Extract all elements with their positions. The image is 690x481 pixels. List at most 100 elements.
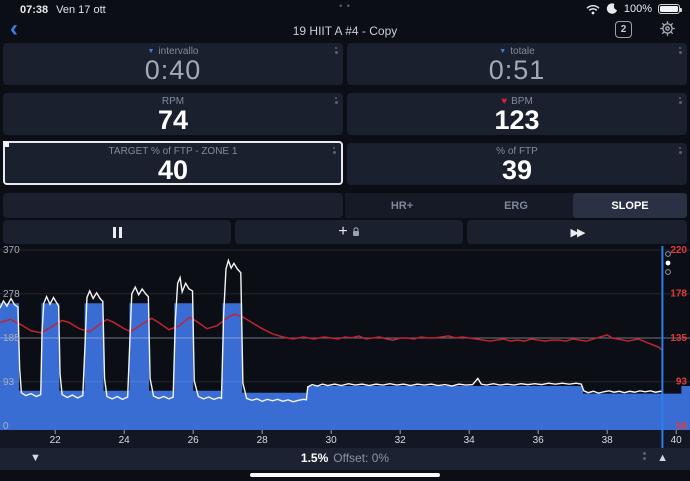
tile-percent-ftp[interactable]: % of FTP 39: [347, 143, 687, 185]
target-ftp-value: 40: [157, 155, 189, 185]
tile-cadence-label-row: RPM: [3, 96, 343, 107]
power-line: [0, 258, 663, 403]
empty-tile[interactable]: [3, 193, 343, 218]
plus-icon: +: [338, 223, 348, 240]
tile-interval-time[interactable]: ▼ intervallo 0:40: [3, 43, 343, 85]
hr-axis-label: 135: [670, 333, 687, 344]
power-axis-label: 93: [3, 377, 15, 388]
back-button[interactable]: ‹: [10, 15, 18, 42]
tile-cadence[interactable]: RPM 74: [3, 93, 343, 135]
trainer-mode-switcher: HR+ ERG SLOPE: [345, 193, 687, 218]
x-tick-label: 36: [533, 435, 545, 446]
battery-percent: 100%: [623, 3, 652, 15]
percent-ftp-value: 39: [501, 155, 533, 185]
tile-label: intervallo: [158, 46, 199, 57]
mode-erg-button[interactable]: ERG: [459, 193, 573, 218]
tile-interval-label-row: ▼ intervallo: [3, 46, 343, 57]
x-tick-label: 40: [671, 435, 683, 446]
x-tick-label: 38: [602, 435, 614, 446]
heart-rate-value: 123: [494, 105, 540, 135]
heart-icon: ♥: [501, 96, 508, 107]
page-dot: [665, 251, 671, 257]
x-tick-label: 28: [257, 435, 269, 446]
tile-label: TARGET % of FTP - ZONE 1: [108, 146, 238, 157]
power-axis-label: 278: [3, 289, 20, 300]
hr-axis-label: 178: [670, 288, 687, 299]
mode-slope-button[interactable]: SLOPE: [573, 193, 687, 218]
tile-handle-icon[interactable]: [679, 147, 682, 154]
power-axis-label: 370: [3, 246, 20, 256]
hr-axis-label: 220: [670, 246, 687, 256]
slope-value: 1.5%: [300, 451, 329, 465]
profile-area: [0, 303, 690, 430]
battery-icon: [658, 4, 682, 14]
gear-icon: [660, 21, 675, 36]
tile-total-label-row: ▼ totale: [347, 46, 687, 57]
increase-slope-button[interactable]: ▲: [657, 452, 668, 464]
tile-label: % of FTP: [496, 146, 538, 157]
x-tick-label: 32: [395, 435, 407, 446]
page-dot: [665, 269, 671, 275]
tile-hr-label-row: ♥ BPM: [347, 96, 687, 107]
offset-value: Offset: 0%: [333, 451, 390, 465]
status-time-date: 07:38 Ven 17 ott: [20, 4, 106, 16]
pause-button[interactable]: [3, 220, 231, 244]
tile-handle-icon[interactable]: [333, 147, 336, 154]
add-interval-button[interactable]: +: [235, 220, 463, 244]
hr-axis-label: 93: [676, 376, 688, 387]
home-strip: [0, 470, 690, 481]
collapse-triangle-icon: ▼: [147, 48, 155, 55]
nav-bar: ‹ 19 HIIT A #4 - Copy 2: [0, 15, 690, 42]
multitask-dots-icon[interactable]: • •: [339, 1, 351, 11]
wifi-icon: [586, 4, 600, 14]
workout-chart[interactable]: 22 24 26 28 30 32 34 36 38 40 0 93 185 278 370 50 93 135 1…: [0, 245, 690, 448]
x-tick-label: 26: [188, 435, 200, 446]
skip-forward-icon: ▶▶: [570, 226, 586, 239]
settings-button[interactable]: [659, 20, 676, 42]
tile-label: totale: [510, 46, 535, 57]
tile-pftp-label-row: % of FTP: [347, 146, 687, 157]
clock-time: 07:38: [20, 4, 49, 16]
selection-corner-marker: [3, 141, 9, 147]
pause-icon: [112, 226, 122, 238]
clock-date: Ven 17 ott: [56, 4, 106, 16]
tile-total-time[interactable]: ▼ totale 0:51: [347, 43, 687, 85]
slope-readout: 1.5% Offset: 0%: [0, 451, 690, 465]
collapse-triangle-icon: ▼: [499, 48, 507, 55]
slope-adjust-bar: ▼ 1.5% Offset: 0% ▲: [0, 448, 690, 470]
skip-forward-button[interactable]: ▶▶: [467, 220, 687, 244]
power-axis-label: 0: [3, 421, 9, 432]
status-bar: 07:38 Ven 17 ott • • 100%: [0, 0, 690, 20]
tile-target-ftp[interactable]: TARGET % of FTP - ZONE 1 40: [3, 141, 343, 185]
x-tick-label: 30: [326, 435, 338, 446]
hr-axis-label: 50: [676, 421, 688, 432]
tile-handle-icon[interactable]: [335, 97, 338, 104]
x-tick-label: 34: [464, 435, 476, 446]
workout-chart-svg: 22 24 26 28 30 32 34 36 38 40 0 93 185 278 370 50 93 135 1…: [0, 245, 690, 448]
moon-icon: [606, 3, 617, 14]
lock-icon: [352, 227, 359, 236]
cadence-value: 74: [157, 105, 189, 135]
tile-handle-icon[interactable]: [335, 47, 338, 54]
decrease-slope-button[interactable]: ▼: [30, 452, 41, 464]
heart-rate-line: [0, 313, 663, 351]
tile-target-label-row: TARGET % of FTP - ZONE 1: [5, 146, 341, 157]
page-dot-active: [665, 260, 671, 266]
tile-heart-rate[interactable]: ♥ BPM 123: [347, 93, 687, 135]
tile-label: BPM: [511, 96, 533, 107]
x-tick-label: 22: [50, 435, 62, 446]
power-axis-label: 185: [3, 333, 20, 344]
workout-title: 19 HIIT A #4 - Copy: [292, 24, 398, 38]
interval-time-value: 0:40: [144, 55, 202, 85]
home-indicator[interactable]: [250, 473, 440, 477]
tile-label: RPM: [161, 96, 185, 107]
x-tick-label: 24: [119, 435, 131, 446]
mode-hr-button[interactable]: HR+: [345, 193, 459, 218]
x-axis-strip: [0, 430, 690, 448]
tile-handle-icon[interactable]: [679, 47, 682, 54]
bar-handle-icon[interactable]: [643, 452, 646, 460]
tile-handle-icon[interactable]: [679, 97, 682, 104]
layout-count-badge[interactable]: 2: [615, 21, 632, 38]
total-time-value: 0:51: [488, 55, 546, 85]
